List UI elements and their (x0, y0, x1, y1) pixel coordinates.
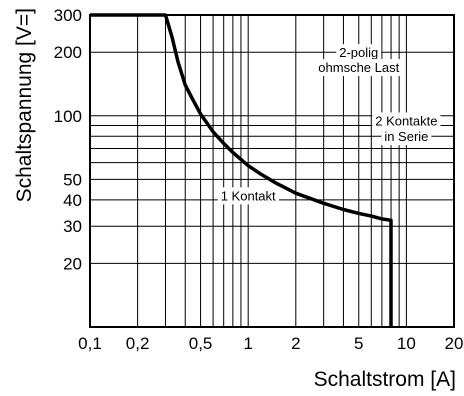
annotation-label: 2-polig (339, 45, 378, 60)
x-tick-label: 2 (291, 334, 300, 353)
y-tick-label: 50 (63, 170, 82, 189)
y-tick-labels: 20 30 40 50 100 200 300 (54, 6, 82, 273)
y-tick-label: 20 (63, 254, 82, 273)
x-tick-label: 0,5 (189, 334, 213, 353)
series-line (90, 13, 393, 327)
annotation-label: 1 Kontakt (221, 188, 276, 203)
annotation-background (336, 44, 382, 62)
annotation-background (315, 59, 403, 77)
x-tick-labels: 0,1 0,2 0,5 1 2 5 10 20 (78, 334, 463, 353)
annotation-background (217, 187, 280, 205)
x-tick-label: 1 (243, 334, 252, 353)
y-tick-label: 30 (63, 217, 82, 236)
x-tick-label: 0,2 (126, 334, 150, 353)
annotation-background (381, 128, 432, 146)
y-tick-label: 40 (63, 191, 82, 210)
annotation-background (372, 112, 441, 130)
x-axis-label: Schaltstrom [A] (314, 368, 456, 391)
y-tick-label: 300 (54, 6, 82, 25)
x-tick-label: 0,1 (78, 334, 102, 353)
y-tick-label: 200 (54, 43, 82, 62)
annotation-label: ohmsche Last (318, 60, 399, 75)
plot-frame (89, 14, 455, 328)
y-tick-label: 100 (54, 107, 82, 126)
annotation-label: 2 Kontakte (375, 113, 437, 128)
annotation-label: in Serie (384, 129, 428, 144)
y-axis-label: Schaltspannung [V=] (13, 8, 36, 202)
x-tick-label: 20 (445, 334, 464, 353)
x-tick-label: 5 (354, 334, 363, 353)
x-tick-label: 10 (397, 334, 416, 353)
